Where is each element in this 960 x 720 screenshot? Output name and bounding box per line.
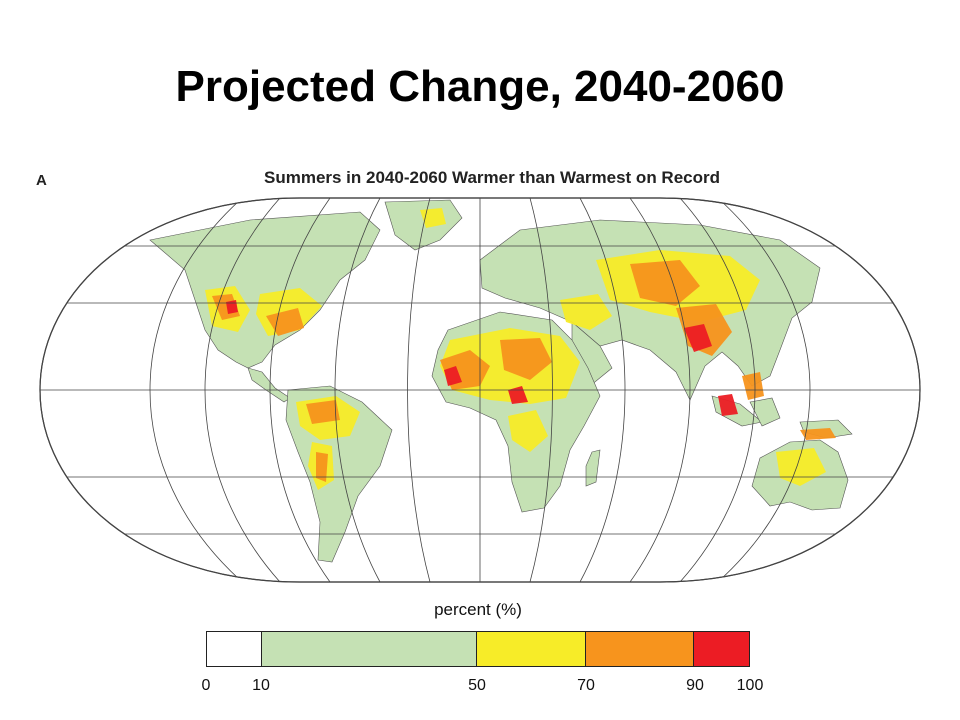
legend-color-bar xyxy=(206,631,750,667)
legend-tick-label: 50 xyxy=(468,677,486,694)
central-america xyxy=(247,367,291,403)
legend-class-50-70 xyxy=(477,632,586,666)
legend-tick-label: 100 xyxy=(736,677,764,694)
legend-class-10-50 xyxy=(261,632,477,666)
legend-tick-label: 0 xyxy=(201,677,211,694)
hotspots-red xyxy=(226,300,738,416)
world-map xyxy=(39,197,921,583)
legend-tick-label: 90 xyxy=(686,677,704,694)
legend-class-90-100 xyxy=(694,632,749,666)
borneo xyxy=(749,397,781,427)
slide-title: Projected Change, 2040-2060 xyxy=(175,62,785,111)
map-title: Summers in 2040-2060 Warmer than Warmest… xyxy=(263,168,720,187)
legend-tick-label: 10 xyxy=(252,677,270,694)
new-zealand xyxy=(857,515,883,549)
graticule xyxy=(40,198,920,582)
legend-title: percent (%) xyxy=(434,600,522,619)
legend-class-0-10 xyxy=(207,632,262,666)
legend-tick-label: 70 xyxy=(577,677,595,694)
north-america xyxy=(149,211,381,369)
panel-letter: A xyxy=(36,172,47,189)
legend-class-70-90 xyxy=(585,632,695,666)
